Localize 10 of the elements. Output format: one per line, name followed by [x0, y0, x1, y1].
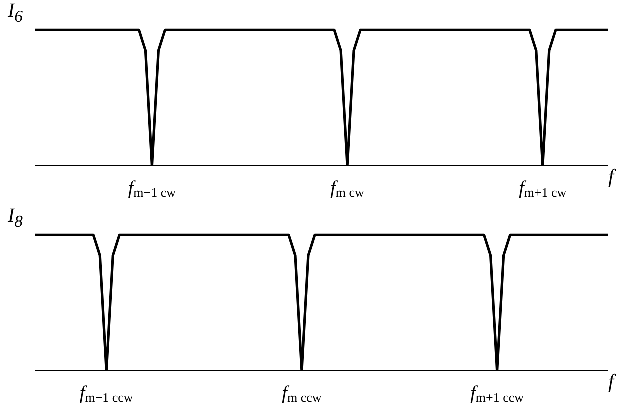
x-axis-title: f: [607, 371, 618, 394]
x-axis-title: f: [607, 166, 618, 189]
x-tick-label: f$_{m ccw}$: [282, 383, 322, 406]
x-tick-label: f$_{m cw}$: [330, 178, 366, 200]
y-axis-title: I$_{8}$: [8, 205, 23, 232]
x-tick-label: f$_{m+1 cw}$: [519, 178, 568, 200]
x-tick-label: f$_{m−1 ccw}$: [80, 383, 134, 406]
y-axis-title: I$_{6}$: [8, 0, 23, 27]
x-tick-label: f$_{m+1 ccw}$: [470, 383, 525, 406]
x-tick-label: f$_{m−1 cw}$: [128, 178, 177, 200]
